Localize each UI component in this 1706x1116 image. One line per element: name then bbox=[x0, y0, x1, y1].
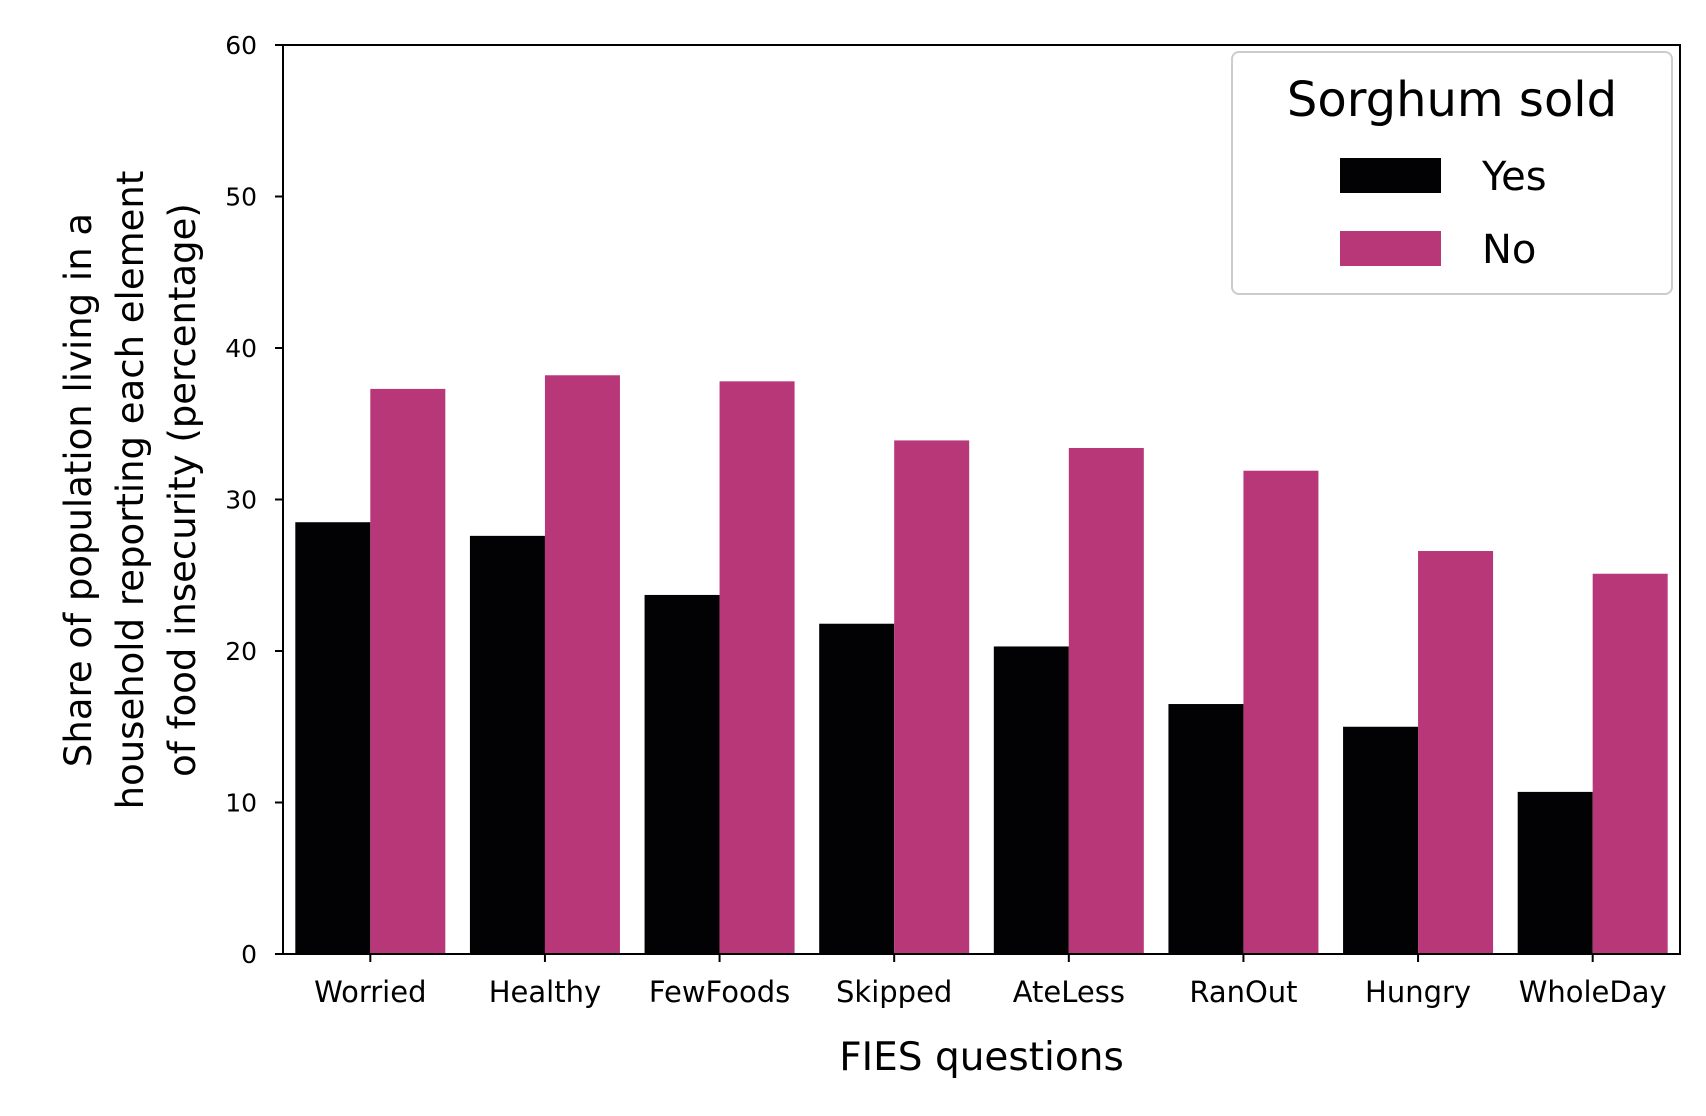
bar-yes-skipped bbox=[819, 623, 895, 954]
x-tick-label: Skipped bbox=[836, 975, 952, 1009]
legend-title: Sorghum sold bbox=[1287, 72, 1617, 128]
bar-no-fewfoods bbox=[719, 381, 795, 955]
bar-yes-healthy bbox=[469, 535, 545, 954]
bar-yes-fewfoods bbox=[644, 594, 720, 954]
y-tick-label: 50 bbox=[225, 183, 257, 212]
bars-layer bbox=[295, 375, 1668, 955]
bar-no-ranout bbox=[1243, 470, 1319, 954]
bar-no-healthy bbox=[544, 375, 620, 954]
bar-yes-hungry bbox=[1343, 726, 1419, 954]
y-axis-label-line: of food insecurity (percentage) bbox=[161, 203, 204, 777]
legend-label-yes: Yes bbox=[1481, 154, 1547, 200]
bar-yes-wholeday bbox=[1517, 791, 1593, 954]
bar-no-hungry bbox=[1418, 551, 1494, 954]
y-tick-label: 20 bbox=[225, 637, 257, 666]
x-tick-label: WholeDay bbox=[1519, 975, 1667, 1009]
y-axis-label-line: Share of population living in a bbox=[57, 213, 100, 767]
y-axis-label-line: household reporting each element bbox=[109, 171, 152, 810]
bar-no-wholeday bbox=[1592, 573, 1668, 954]
y-tick-label: 0 bbox=[241, 940, 257, 969]
x-tick-label: RanOut bbox=[1189, 975, 1297, 1009]
y-tick-label: 10 bbox=[225, 789, 257, 818]
x-tick-label: AteLess bbox=[1013, 975, 1125, 1009]
y-axis-label: Share of population living in a household… bbox=[57, 171, 204, 810]
x-tick-label: Hungry bbox=[1365, 975, 1471, 1009]
bar-no-worried bbox=[370, 388, 446, 954]
axes-layer bbox=[275, 44, 1681, 962]
legend-label-no: No bbox=[1482, 227, 1536, 273]
x-tick-label: Worried bbox=[314, 975, 426, 1009]
bar-no-skipped bbox=[894, 440, 970, 954]
bar-yes-ranout bbox=[1168, 704, 1244, 954]
legend: Sorghum sold Yes No bbox=[1231, 51, 1673, 295]
y-tick-label: 40 bbox=[225, 334, 257, 363]
x-tick-label: FewFoods bbox=[649, 975, 790, 1009]
x-tick-label: Healthy bbox=[489, 975, 601, 1009]
bar-no-ateless bbox=[1068, 447, 1144, 954]
legend-swatch-no bbox=[1340, 231, 1441, 266]
y-tick-label: 60 bbox=[225, 31, 257, 60]
legend-swatch-yes bbox=[1340, 158, 1441, 193]
bar-yes-ateless bbox=[993, 646, 1069, 954]
y-tick-label: 30 bbox=[225, 486, 257, 515]
labels-layer: 0 10 20 30 40 50 60 Worried Healthy FewFoods Skipp… bbox=[57, 31, 1667, 1080]
x-axis-label: FIES questions bbox=[839, 1035, 1124, 1080]
bar-yes-worried bbox=[295, 522, 371, 954]
